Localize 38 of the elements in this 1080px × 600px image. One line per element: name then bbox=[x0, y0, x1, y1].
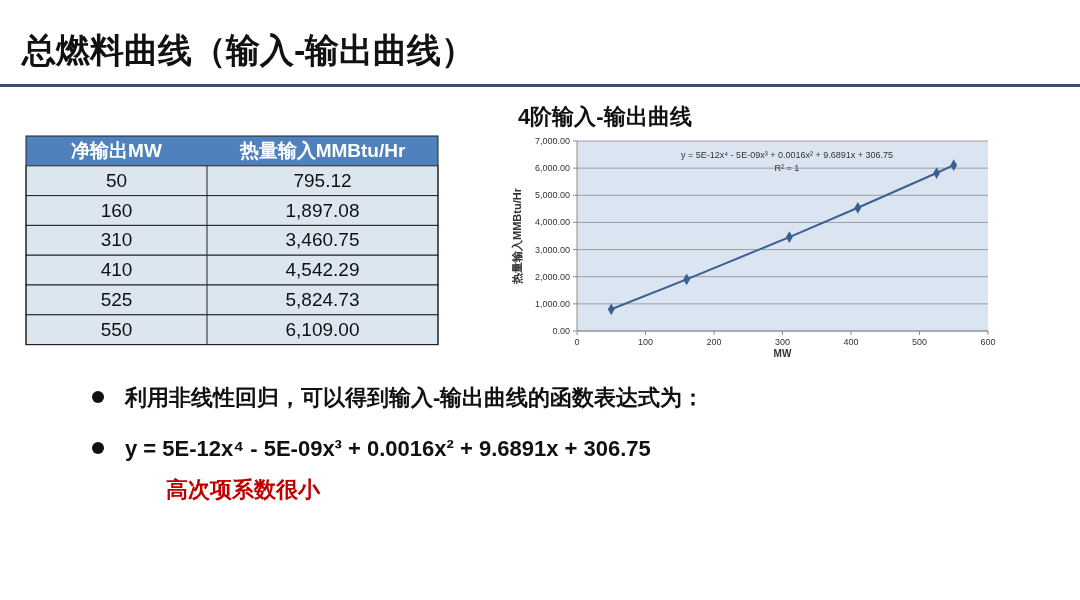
text: 热量输入MMBtu/Hr bbox=[238, 140, 406, 161]
x-axis-title: MW bbox=[773, 348, 792, 359]
y-tick-label: 1,000.00 bbox=[534, 298, 570, 309]
x-tick-label: 100 bbox=[637, 337, 654, 347]
text: y = 5E-12x⁴ - 5E-09x³ + 0.0016x² + 9.6891x + 306.75 bbox=[125, 436, 651, 461]
text: 4,542.29 bbox=[285, 259, 360, 281]
text: 总燃料曲线（输入-输出曲线） bbox=[20, 31, 476, 69]
x-tick-label: 500 bbox=[911, 337, 928, 347]
y-tick-label: 7,000.00 bbox=[534, 136, 570, 146]
annotation: R² = 1 bbox=[774, 163, 800, 173]
x-tick-label: 200 bbox=[706, 337, 722, 347]
text: 795.12 bbox=[293, 169, 352, 191]
y-tick-label: 0.00 bbox=[552, 326, 570, 336]
y-tick-label: 3,000.00 bbox=[534, 244, 570, 255]
y-tick-label: 5,000.00 bbox=[534, 190, 570, 201]
x-tick-label: 0 bbox=[574, 337, 580, 347]
annotation: y = 5E-12x⁴ - 5E-09x³ + 0.0016x² + 9.6891x + 306.75 bbox=[680, 150, 894, 160]
x-tick-label: 400 bbox=[843, 337, 859, 347]
y-tick-label: 6,000.00 bbox=[534, 163, 570, 174]
text: 高次项系数很小 bbox=[166, 477, 321, 502]
text: 3,460.75 bbox=[285, 229, 360, 251]
x-tick-label: 300 bbox=[774, 337, 791, 347]
text: 525 bbox=[100, 289, 133, 310]
text: 410 bbox=[100, 259, 133, 281]
text: 50 bbox=[105, 169, 128, 191]
text: 利用非线性回归，可以得到输入-输出曲线的函数表达式为： bbox=[124, 385, 705, 410]
y-tick-label: 4,000.00 bbox=[534, 217, 570, 228]
x-tick-label: 600 bbox=[980, 337, 996, 347]
text: 5,824.73 bbox=[285, 289, 360, 310]
text: 净输出MW bbox=[71, 140, 162, 161]
text: 1,897.08 bbox=[285, 199, 360, 221]
chart-subtitle: 4阶输入-输出曲线 bbox=[518, 104, 692, 129]
text: 6,109.00 bbox=[285, 318, 360, 340]
y-tick-label: 2,000.00 bbox=[534, 271, 570, 282]
text: 550 bbox=[100, 318, 133, 340]
y-axis-title: 热量输入MMBtu/Hr bbox=[511, 187, 524, 285]
text: 160 bbox=[100, 199, 133, 221]
text: 310 bbox=[100, 229, 133, 251]
